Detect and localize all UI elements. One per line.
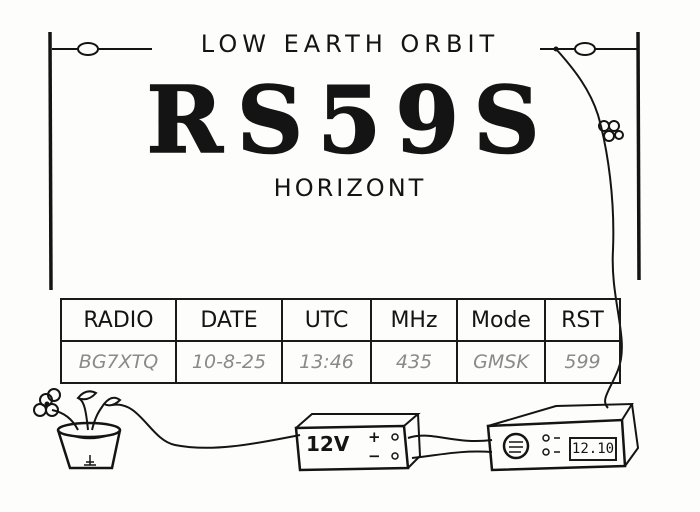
header-mode: Mode [456,298,546,342]
value-utc: 13:46 [281,340,372,384]
value-date: 10-8-25 [175,340,283,384]
value-radio: BG7XTQ [60,340,177,384]
value-mode: GMSK [456,340,546,384]
value-mhz: 435 [370,340,458,384]
antenna-insulator-icon [52,42,152,56]
power-supply-label: 12V [306,432,350,456]
header-utc: UTC [281,298,372,342]
clover-icon [598,120,624,142]
antenna-insulator-icon [540,42,637,56]
power-supply-minus: − [368,447,381,465]
qso-header-row: RADIO DATE UTC MHz Mode RST [60,298,621,342]
card-subtitle: LOW EARTH ORBIT [200,30,500,58]
radio-display: 12.10 [569,437,617,461]
satellite-callsign: RS59S [146,65,554,175]
header-date: DATE [175,298,283,342]
power-supply-plus: + [368,428,381,446]
power-cable [111,403,301,449]
value-rst: 599 [544,340,621,384]
potted-flower-icon [33,388,122,470]
header-radio: RADIO [60,298,177,342]
header-rst: RST [544,298,621,342]
radio-transceiver-icon [486,402,640,472]
power-supply-icon [294,413,422,472]
power-cable [407,434,493,442]
qso-table: RADIO DATE UTC MHz Mode RST BG7XTQ 10-8-… [60,298,621,384]
header-mhz: MHz [370,298,458,342]
left-mast-line [48,31,53,291]
power-cable [411,450,493,459]
right-mast-line [636,31,641,281]
qso-value-row: BG7XTQ 10-8-25 13:46 435 GMSK 599 [60,340,621,384]
station-name: HORIZONT [273,174,427,202]
